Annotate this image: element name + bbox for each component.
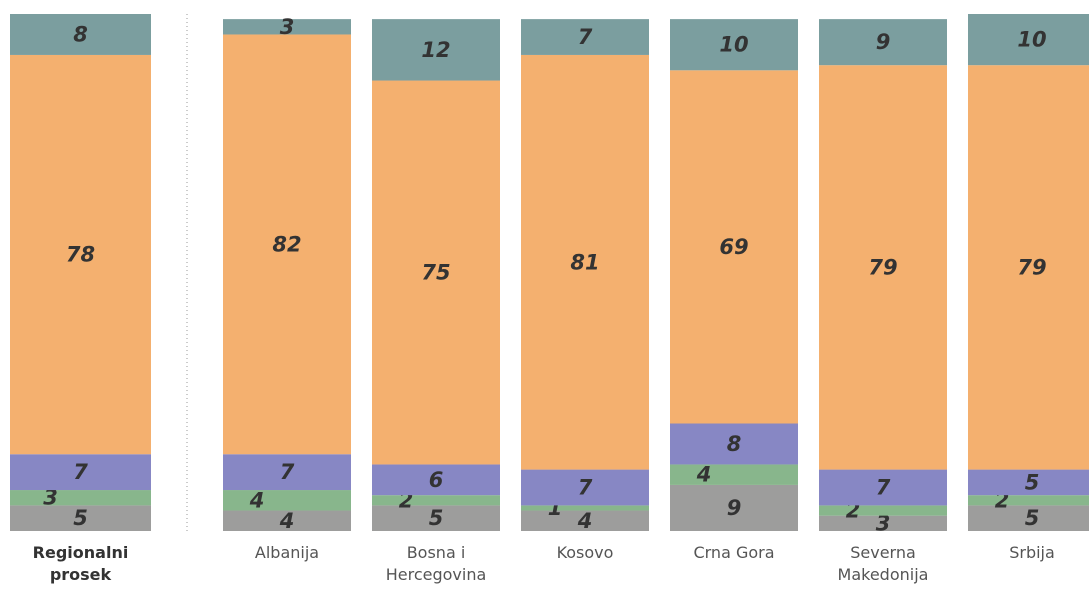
bar-segment [968, 505, 1089, 531]
bar-segment [819, 19, 947, 66]
bar-segment [372, 505, 500, 531]
bar-segment [372, 495, 500, 506]
category-label: Regionalni prosek [32, 543, 129, 584]
bar-segment [372, 464, 500, 496]
bar-segment [10, 490, 151, 506]
bar-segment [223, 510, 351, 531]
bar-segment [521, 510, 649, 531]
data-label: 5 [1025, 506, 1040, 530]
data-label: 10 [719, 33, 748, 57]
bar-segment [521, 469, 649, 506]
bar-segment [670, 70, 798, 424]
bar-segment [670, 464, 798, 485]
bar-segment [968, 65, 1089, 470]
category-label: Kosovo [556, 543, 614, 562]
data-label: 3 [280, 15, 295, 39]
bar-segment [223, 34, 351, 455]
bar-segment [819, 65, 947, 470]
bar-segment [10, 454, 151, 491]
data-label: 7 [73, 460, 88, 484]
category-label: Crna Gora [693, 543, 775, 562]
data-label: 4 [279, 509, 295, 533]
data-label: 7 [578, 25, 593, 49]
category-label: Srbija [1009, 543, 1055, 562]
data-label: 8 [73, 22, 88, 46]
bar-segment [521, 54, 649, 470]
category-label: Severna Makedonija [837, 543, 929, 584]
bar-segment [819, 515, 947, 531]
data-label: 78 [66, 243, 95, 267]
data-label: 7 [578, 475, 593, 499]
category-label: Albanija [254, 543, 320, 562]
data-label: 6 [429, 468, 444, 492]
data-label: 9 [727, 496, 742, 520]
bar-segment [670, 423, 798, 465]
bar-segment [223, 454, 351, 491]
bar-segment [968, 495, 1089, 506]
data-label: 3 [876, 511, 891, 535]
data-label: 69 [719, 235, 748, 259]
bar-segment [10, 14, 151, 55]
bar-segment [372, 19, 500, 81]
bar-segment [968, 14, 1089, 66]
data-label: 3 [43, 486, 58, 510]
data-label: 4 [696, 463, 712, 487]
data-label: 4 [249, 488, 265, 512]
bar-segment [521, 19, 649, 55]
data-label: 12 [421, 38, 450, 62]
data-label: 82 [272, 232, 301, 256]
data-label: 5 [1025, 470, 1040, 494]
data-label: 7 [876, 475, 891, 499]
data-label: 75 [421, 261, 450, 285]
data-label: 81 [570, 250, 599, 274]
bar-segment [10, 54, 151, 455]
bar-segment [670, 19, 798, 71]
data-label: 9 [876, 30, 891, 54]
bar-segment [10, 505, 151, 531]
data-label: 5 [73, 506, 88, 530]
bar-segment [819, 505, 947, 516]
data-label: 10 [1017, 28, 1046, 52]
bar-segment [372, 80, 500, 465]
data-label: 79 [1017, 255, 1046, 279]
category-label: Bosna i Hercegovina [385, 543, 487, 584]
bar-segment [968, 469, 1089, 496]
bar-segment [521, 505, 649, 511]
data-label: 5 [429, 506, 444, 530]
data-label: 4 [577, 509, 593, 533]
bar-segment [223, 19, 351, 35]
data-label: 8 [727, 432, 742, 456]
data-label: 79 [868, 255, 897, 279]
bar-segment [670, 484, 798, 531]
data-label: 7 [280, 460, 295, 484]
bar-segment [223, 490, 351, 511]
bar-segment [819, 469, 947, 506]
